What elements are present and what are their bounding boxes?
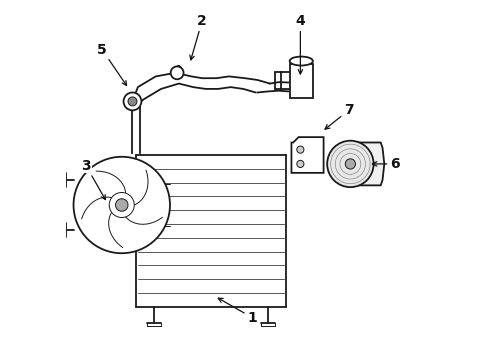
Text: 1: 1	[218, 298, 257, 324]
Text: 2: 2	[190, 14, 207, 60]
Circle shape	[345, 159, 355, 169]
Bar	[290, 64, 313, 98]
Text: 7: 7	[325, 103, 353, 129]
Circle shape	[128, 97, 137, 106]
Circle shape	[74, 157, 170, 253]
Ellipse shape	[290, 57, 313, 66]
Circle shape	[171, 66, 184, 79]
Text: 5: 5	[97, 42, 126, 85]
Circle shape	[327, 141, 373, 187]
Circle shape	[116, 199, 128, 211]
Circle shape	[123, 93, 142, 111]
Polygon shape	[292, 137, 323, 173]
Text: 3: 3	[81, 159, 105, 199]
Text: 6: 6	[372, 157, 400, 171]
Circle shape	[297, 160, 304, 167]
Text: 4: 4	[295, 14, 305, 74]
Circle shape	[297, 146, 304, 153]
Polygon shape	[348, 143, 384, 185]
Circle shape	[109, 193, 134, 217]
